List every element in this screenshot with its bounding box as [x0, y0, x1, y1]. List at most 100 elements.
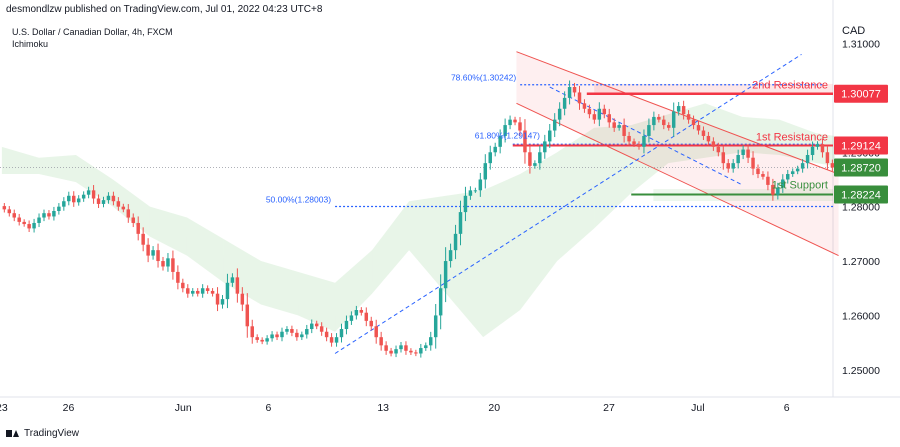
candle-body [776, 187, 780, 195]
candle-body [42, 213, 46, 218]
candle-body [101, 200, 106, 204]
x-tick-label: 20 [488, 402, 500, 414]
candle-body [220, 299, 225, 305]
candle-body [96, 198, 101, 204]
candle-body [369, 320, 373, 327]
resistance-2-zone [594, 83, 833, 94]
publisher-line: desmondlzw published on TradingView.com,… [6, 4, 323, 15]
candle-body [771, 184, 775, 195]
candle-body [47, 213, 51, 217]
candle-body [334, 337, 339, 343]
cloud-segment [261, 261, 299, 316]
candle-body [557, 108, 562, 120]
candle-body [12, 213, 16, 218]
candle-body [830, 163, 835, 168]
candle-body [552, 119, 557, 131]
channel-lower-line [516, 102, 839, 257]
candle-body [647, 125, 651, 136]
candle-body [438, 288, 443, 316]
candle-body [721, 152, 726, 164]
x-tick-label: Jul [691, 402, 704, 414]
candle-body [339, 329, 344, 338]
candle-body [374, 326, 378, 338]
candle-body [716, 146, 721, 153]
candle-body [2, 206, 7, 210]
candle-body [131, 217, 135, 223]
candle-body [310, 323, 314, 330]
candle-body [622, 125, 626, 136]
candle-body [146, 244, 150, 256]
candle-body [671, 111, 676, 128]
candle-body [577, 92, 582, 104]
candle-body [761, 174, 765, 177]
price-chart[interactable]: 78.60%(1.30242) 61.80%(1.29147) 50.00%(1.2… [0, 0, 900, 422]
candle-body [76, 198, 81, 203]
y-tick-label: 1.28000 [842, 202, 880, 214]
chart-annotations: 78.60%(1.30242) 61.80%(1.29147) 50.00%(1.2… [266, 73, 828, 205]
candle-body [141, 233, 145, 245]
candle-body [652, 116, 656, 126]
candle-body [786, 174, 790, 180]
candle-body [498, 135, 502, 147]
candle-body [409, 350, 413, 353]
y-tick-label: 1.26000 [842, 310, 880, 322]
candle-body [453, 233, 458, 251]
candle-body [686, 114, 691, 120]
candle-body [632, 141, 636, 145]
candle-body [676, 106, 681, 112]
drawing-lines [0, 51, 839, 354]
y-tick-label: 1.27000 [842, 256, 880, 268]
support-1-text: 1st Support [772, 179, 828, 191]
candle-body [567, 87, 572, 98]
cloud-segment [409, 195, 447, 294]
candle-body [518, 122, 522, 131]
candle-body [265, 338, 269, 342]
candle-body [181, 282, 185, 289]
x-tick-label: 6 [265, 402, 271, 414]
candle-body [701, 130, 706, 136]
footer-brand: TradingView [24, 428, 80, 439]
candle-body [681, 106, 686, 115]
candle-body [483, 163, 488, 180]
candle-body [27, 224, 31, 229]
candle-body [305, 329, 309, 335]
fib-label-1: 61.80%(1.29147) [475, 130, 540, 140]
candle-body [91, 190, 96, 199]
candle-body [448, 250, 453, 262]
candle-body [349, 315, 354, 321]
x-tick-label: 26 [63, 402, 75, 414]
price-tag-text: 1.28224 [841, 189, 881, 201]
candle-body [404, 345, 408, 351]
candle-body [319, 326, 324, 332]
candle-body [290, 329, 294, 333]
price-axis: CAD1.310001.300001.290001.280001.270001.… [834, 25, 888, 377]
candle-body [171, 258, 175, 272]
candle-body [57, 206, 61, 212]
candle-body [295, 332, 299, 338]
x-tick-label: 27 [603, 402, 615, 414]
price-tag-text: 1.30077 [841, 89, 881, 101]
candle-body [751, 157, 755, 169]
candle-body [820, 144, 825, 153]
resistance-2-text: 2nd Resistance [752, 80, 828, 92]
candle-body [324, 331, 329, 338]
footer: TradingView [6, 428, 79, 439]
candle-body [255, 337, 259, 340]
candle-body [205, 288, 210, 291]
candle-body [528, 152, 532, 166]
resistance-1-text: 1st Resistance [756, 132, 828, 144]
candle-body [186, 288, 190, 294]
candle-body [136, 222, 140, 234]
candle-body [275, 334, 279, 338]
candle-body [582, 103, 587, 109]
candle-body [200, 288, 205, 294]
channel-upper-line [516, 51, 839, 175]
candle-body [562, 97, 567, 109]
cloud-segment [668, 103, 706, 164]
candle-body [111, 195, 116, 202]
ichimoku-cloud [1, 103, 835, 338]
candle-body [22, 221, 26, 225]
candle-body [166, 258, 170, 267]
candle-body [429, 337, 433, 346]
candle-body [37, 217, 41, 223]
